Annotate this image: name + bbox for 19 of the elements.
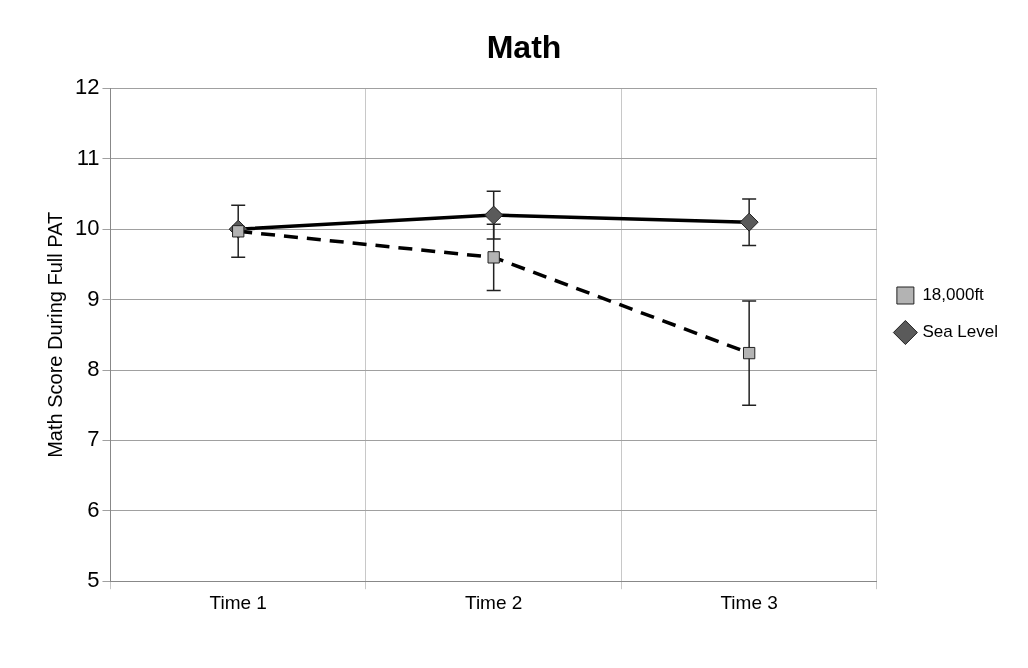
y-tick-label: 11	[76, 144, 100, 170]
y-tick-label: 6	[87, 496, 100, 522]
legend-label: Sea Level	[922, 322, 999, 342]
y-tick-label: 9	[87, 285, 100, 311]
point	[487, 251, 500, 264]
x-tick-label: Time 1	[209, 591, 267, 613]
y-axis-title: Math Score During Full PAT	[43, 211, 66, 458]
chart-title: Math	[486, 29, 562, 66]
x-tick-label: Time 3	[720, 591, 778, 613]
y-tick-label: 12	[74, 74, 100, 100]
point	[739, 212, 759, 232]
y-tick-label: 8	[87, 356, 100, 382]
y-tick-label: 7	[87, 426, 100, 452]
y-tick-label: 5	[87, 567, 100, 593]
legend-label: 18,000ft	[922, 285, 985, 305]
point	[743, 346, 756, 360]
x-tick-label: Time 2	[464, 591, 523, 613]
y-tick-label: 10	[74, 215, 100, 241]
point	[484, 205, 504, 225]
